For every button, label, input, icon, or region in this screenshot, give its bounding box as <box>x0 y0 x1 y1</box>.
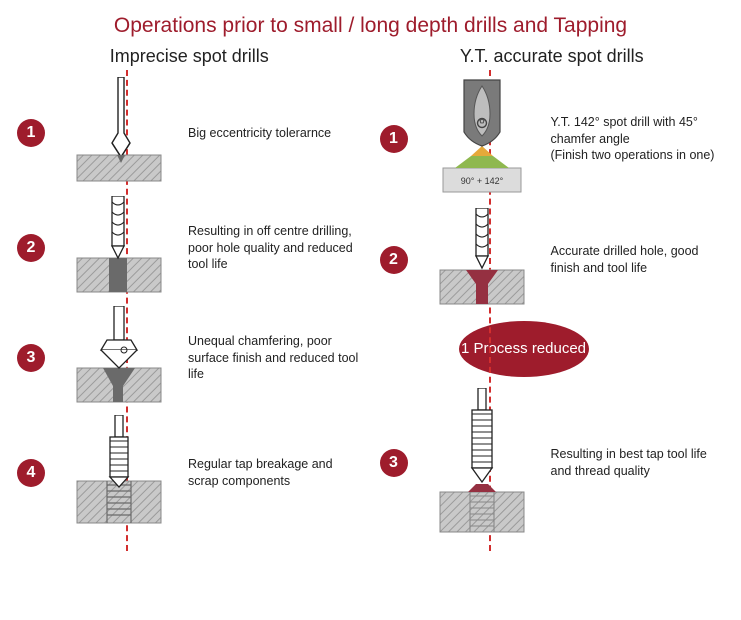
illus-accurate-hole <box>417 208 547 312</box>
illus-best-tap <box>417 388 547 538</box>
right-step-2: 2 Accurate drilled hole, good finish and… <box>371 205 734 315</box>
col-left: Imprecise spot drills 1 <box>8 46 371 543</box>
illus-tap-breakage <box>54 415 184 531</box>
illus-unequal-chamfer <box>54 306 184 410</box>
badge-cell: 2 <box>8 234 54 262</box>
step-desc: Resulting in off centre drilling, poor h… <box>184 223 371 274</box>
col-right: Y.T. accurate spot drills 1 90° + 142° <box>371 46 734 543</box>
step-desc: Unequal chamfering, poor surface finish … <box>184 333 371 384</box>
right-step-1: 1 90° + 142° Y.T <box>371 73 734 205</box>
left-step-4: 4 <box>8 413 371 533</box>
badge-cell: 1 <box>371 125 417 153</box>
badge-cell: 3 <box>371 449 417 477</box>
step-badge: 1 <box>380 125 408 153</box>
badge-cell: 1 <box>8 119 54 147</box>
step-badge: 2 <box>17 234 45 262</box>
process-reduced-badge: 1 Process reduced <box>459 321 589 377</box>
step-badge: 1 <box>17 119 45 147</box>
illus-yt-spot-drill: 90° + 142° <box>417 76 547 202</box>
yt-drill-icon: 90° + 142° <box>417 76 547 202</box>
step-badge: 3 <box>17 344 45 372</box>
illus-spot-drill-imprecise <box>54 77 184 189</box>
step-badge: 2 <box>380 246 408 274</box>
left-step-1: 1 Big eccen <box>8 73 371 193</box>
tap-icon <box>59 415 179 531</box>
illus-offcentre-drill <box>54 196 184 300</box>
left-step-2: 2 Resulting in off centre drilling, poor… <box>8 193 371 303</box>
step-desc: Regular tap breakage and scrap component… <box>184 456 371 490</box>
step-desc: Accurate drilled hole, good finish and t… <box>547 243 734 277</box>
step-desc: Big eccentricity tolerarnce <box>184 125 371 142</box>
chamfer-icon <box>59 306 179 410</box>
angle-label: 90° + 142° <box>460 176 503 186</box>
right-header: Y.T. accurate spot drills <box>371 46 734 67</box>
badge-cell: 4 <box>8 459 54 487</box>
columns: Imprecise spot drills 1 <box>0 46 741 543</box>
step-badge: 3 <box>380 449 408 477</box>
step-desc: Y.T. 142° spot drill with 45° chamfer an… <box>547 114 734 165</box>
left-step-3: 3 Unequal chamfering, poor surface fi <box>8 303 371 413</box>
drill-icon <box>59 77 179 189</box>
tap-icon <box>422 388 542 538</box>
step-badge: 4 <box>17 459 45 487</box>
page-title: Operations prior to small / long depth d… <box>0 0 741 46</box>
badge-cell: 3 <box>8 344 54 372</box>
right-step-3: 3 Resulting <box>371 383 734 543</box>
left-header: Imprecise spot drills <box>8 46 371 67</box>
drill-icon <box>59 196 179 300</box>
badge-cell: 2 <box>371 246 417 274</box>
drill-icon <box>422 208 542 312</box>
step-desc: Resulting in best tap tool life and thre… <box>547 446 734 480</box>
